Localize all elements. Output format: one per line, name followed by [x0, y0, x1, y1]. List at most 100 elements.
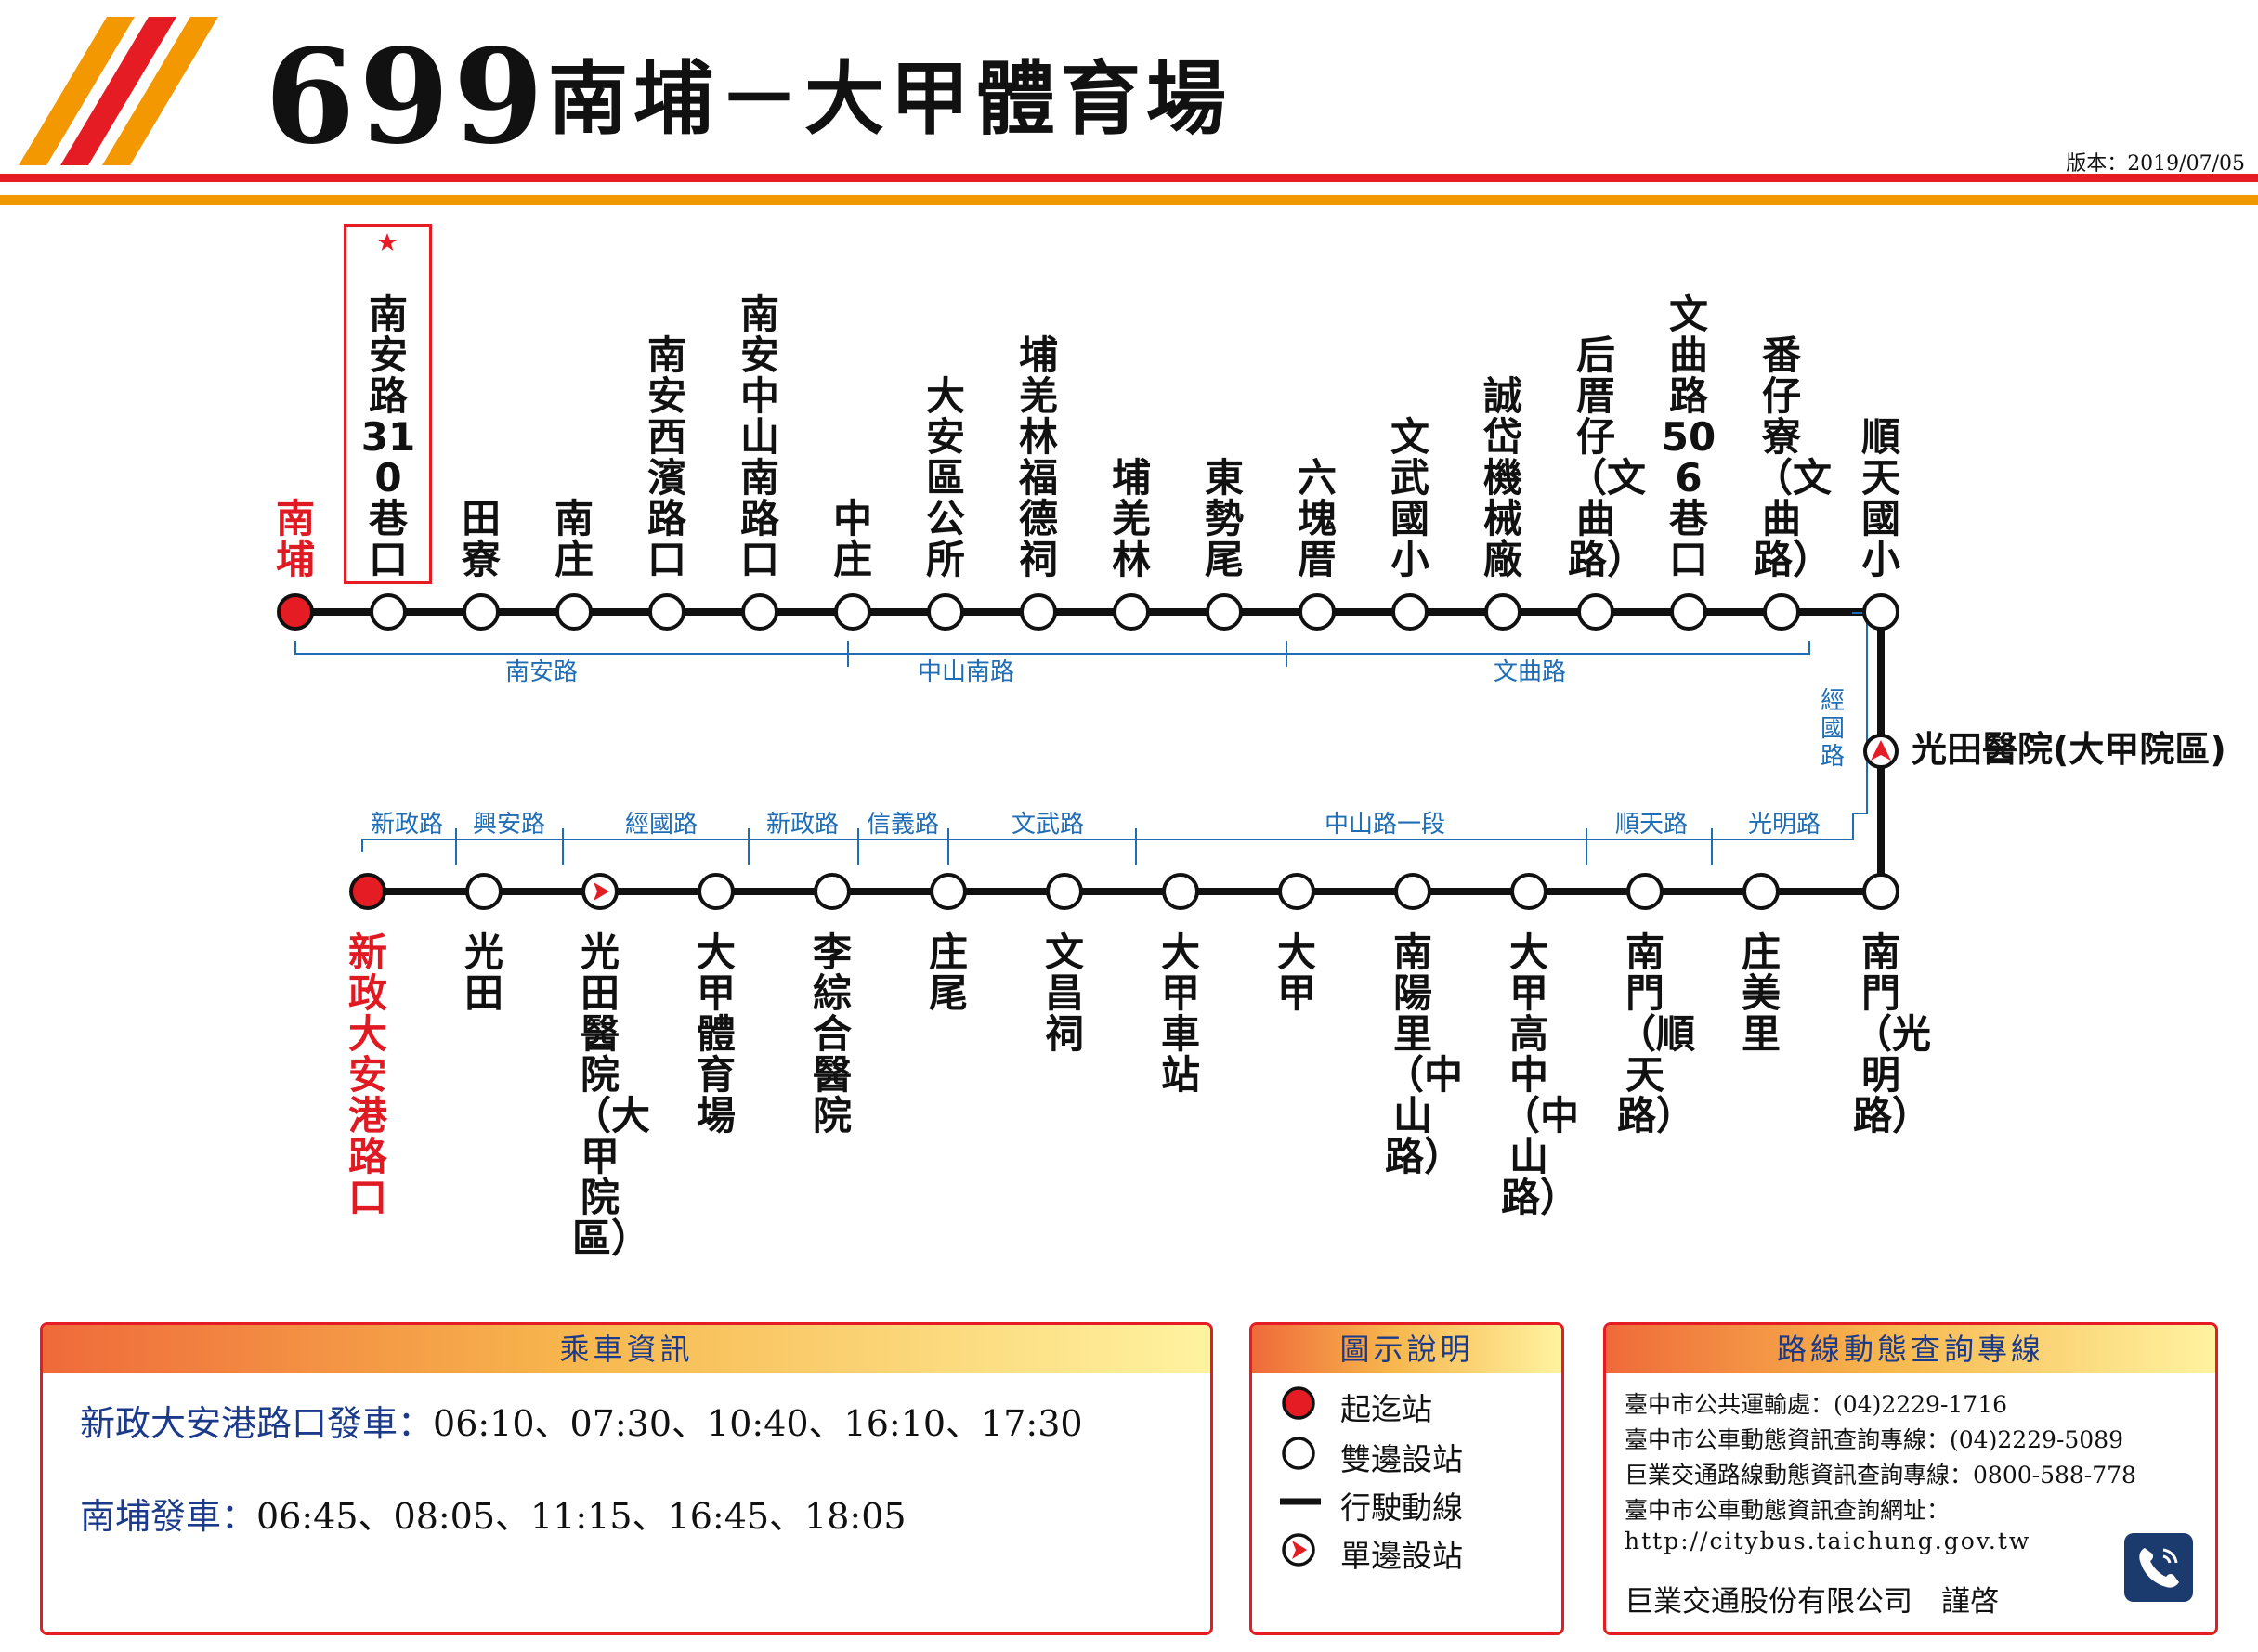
road-label-top-1: 南安路	[504, 658, 579, 686]
bracket-top	[294, 641, 1810, 655]
stop-marker-top-2	[463, 593, 500, 631]
stop-marker-top-15	[1670, 593, 1707, 631]
stop-label-bottom-3: 大甲體育場	[696, 930, 736, 1138]
stop-marker-top-7	[927, 593, 964, 631]
stop-marker-bottom-12	[1742, 873, 1780, 910]
terminal-dot-icon	[1282, 1386, 1315, 1420]
bracket-bottom	[361, 813, 1854, 852]
stop-label-bottom-0: 新政大安港路口	[347, 930, 387, 1220]
stop-label-top-2: 田寮	[461, 496, 501, 582]
stop-marker-top-3	[555, 593, 593, 631]
stop-label-bottom-2: 光田醫院（大甲院區）	[572, 930, 651, 1261]
stop-label-top-5: 南安中山南路口	[739, 292, 779, 582]
road-label-bottom-9: 光明路	[1747, 811, 1821, 839]
road-label-bottom-3: 經國路	[624, 811, 698, 839]
contact-line-1: 臺中市公共運輸處：(04)2229-1716	[1625, 1391, 2008, 1418]
contact-panel: 路線動態查詢專線 臺中市公共運輸處：(04)2229-1716 臺中市公車動態資…	[1603, 1322, 2218, 1635]
one-side-arrow-icon	[1282, 1533, 1315, 1567]
road-label-bottom-4: 新政路	[765, 811, 840, 839]
stop-marker-bottom-8	[1278, 873, 1315, 910]
legend-label-line: 行駛動線	[1340, 1489, 1463, 1526]
road-label-bottom-1: 新政路	[370, 811, 444, 839]
header-orange-bar	[0, 195, 2258, 205]
stop-marker-bottom-11	[1626, 873, 1664, 910]
stop-marker-bottom-6	[1046, 873, 1083, 910]
stop-label-top-0: 南埔	[275, 496, 315, 582]
schedule-line-2: 南埔發車：06:45、08:05、11:15、16:45、18:05	[80, 1488, 907, 1539]
schedule-times-1: 06:10、07:30、10:40、16:10、17:30	[433, 1403, 1083, 1444]
stop-marker-bottom-1	[465, 873, 503, 910]
stop-label-top-12: 文武國小	[1390, 414, 1429, 582]
legend-title: 圖示說明	[1252, 1325, 1561, 1373]
header-logo-stripes	[19, 17, 218, 165]
highlight-stop-box	[344, 224, 432, 584]
road-label-bottom-8: 順天路	[1614, 811, 1689, 839]
schedule-line-1: 新政大安港路口發車：06:10、07:30、10:40、16:10、17:30	[80, 1395, 1083, 1446]
stop-label-bottom-11: 南門（順天路）	[1617, 930, 1696, 1138]
branch-stop-arrow-icon	[1871, 740, 1891, 761]
boarding-info-title: 乘車資訊	[43, 1325, 1210, 1373]
highlight-star-icon	[378, 233, 397, 251]
branch-stop-label: 光田醫院(大甲院區)	[1912, 729, 2226, 770]
stops-top	[277, 593, 1899, 631]
contact-line-4: 臺中市公車動態資訊查詢網址：	[1625, 1497, 1951, 1524]
stop-marker-top-13	[1484, 593, 1521, 631]
contact-title: 路線動態查詢專線	[1606, 1325, 2215, 1373]
stop-label-top-13: 誠岱機械廠	[1482, 373, 1522, 582]
stop-marker-top-10	[1206, 593, 1243, 631]
stop-marker-top-5	[741, 593, 778, 631]
stop-marker-top-9	[1113, 593, 1150, 631]
stop-marker-bottom-10	[1510, 873, 1547, 910]
stop-marker-bottom-4	[814, 873, 851, 910]
road-brackets	[294, 612, 1868, 865]
stop-label-bottom-1: 光田	[463, 930, 503, 1016]
stop-marker-top-14	[1577, 593, 1614, 631]
stop-label-bottom-7: 大甲車站	[1160, 930, 1200, 1098]
stop-label-bottom-12: 庄美里	[1741, 930, 1781, 1057]
stop-label-bottom-13: 南門（光明路）	[1853, 930, 1932, 1138]
stop-marker-top-11	[1299, 593, 1336, 631]
stop-marker-top-16	[1763, 593, 1800, 631]
schedule-label-2: 南埔發車：	[80, 1496, 257, 1537]
company-signature: 巨業交通股份有限公司 謹啓	[1625, 1585, 1999, 1619]
route-name: 南埔－大甲體育場	[548, 52, 1232, 146]
route-line-icon	[1280, 1498, 1321, 1505]
stop-marker-bottom-9	[1394, 873, 1431, 910]
stop-marker-bottom-7	[1162, 873, 1199, 910]
legend-panel: 圖示說明 起迄站 雙邊設站 行駛動線 單邊設站	[1249, 1322, 1564, 1635]
stop-marker-top-12	[1391, 593, 1429, 631]
stop-marker-top-17	[1862, 593, 1899, 631]
stop-marker-top-1	[370, 593, 407, 631]
contact-url[interactable]: http://citybus.taichung.gov.tw	[1625, 1528, 2031, 1554]
stop-marker-top-8	[1020, 593, 1057, 631]
stop-label-bottom-6: 文昌祠	[1044, 930, 1084, 1057]
boarding-info-panel: 乘車資訊 新政大安港路口發車：06:10、07:30、10:40、16:10、1…	[40, 1322, 1213, 1635]
stop-label-top-3: 南庄	[554, 496, 594, 582]
stop-label-top-16: 番仔寮（文曲路）	[1754, 332, 1833, 582]
stop-label-top-1: 南安路310巷口	[360, 292, 416, 582]
contact-line-3: 巨業交通路線動態資訊查詢專線：0800-588-778	[1625, 1462, 2136, 1489]
stop-label-bottom-5: 庄尾	[928, 930, 968, 1016]
stop-marker-bottom-3	[698, 873, 735, 910]
road-label-top-3: 文曲路	[1493, 658, 1567, 686]
bracket-right	[1852, 612, 1868, 814]
stop-label-top-15: 文曲路506巷口	[1661, 292, 1716, 582]
stop-label-bottom-10: 大甲高中（中山路）	[1501, 930, 1580, 1220]
stop-marker-bottom-0	[349, 873, 386, 910]
stop-marker-top-6	[834, 593, 871, 631]
schedule-times-2: 06:45、08:05、11:15、16:45、18:05	[256, 1496, 907, 1537]
stop-label-top-6: 中庄	[832, 496, 872, 582]
stop-label-top-11: 六塊厝	[1297, 455, 1337, 582]
schedule-label-1: 新政大安港路口發車：	[80, 1403, 434, 1444]
route-number: 699	[265, 21, 548, 174]
stop-label-top-7: 大安區公所	[925, 373, 965, 582]
stop-marker-top-4	[648, 593, 685, 631]
stop-label-top-4: 南安西濱路口	[646, 332, 686, 582]
road-label-bottom-6: 文武路	[1011, 811, 1085, 839]
stop-label-bottom-8: 大甲	[1276, 930, 1316, 1016]
stop-marker-top-0	[277, 593, 314, 631]
stops-bottom	[349, 873, 1899, 910]
header-red-bar	[0, 174, 2258, 182]
legend-label-terminal: 起迄站	[1340, 1391, 1432, 1427]
